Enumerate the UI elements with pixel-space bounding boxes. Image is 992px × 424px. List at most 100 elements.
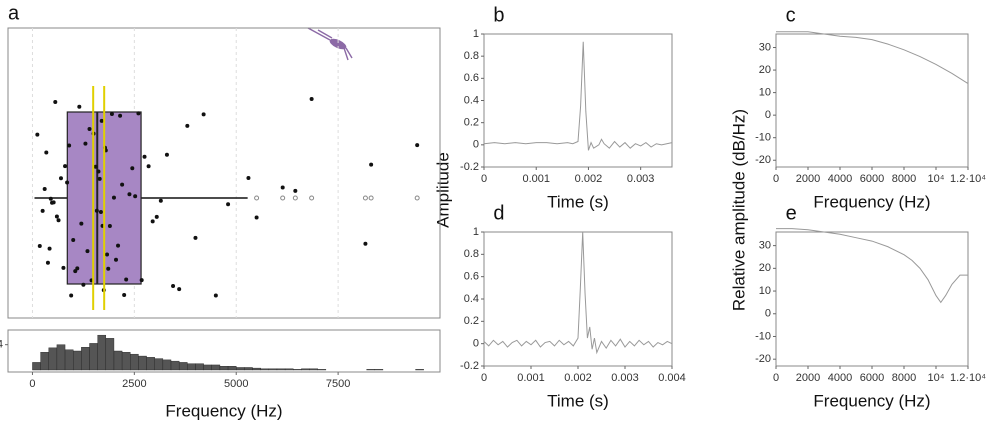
- point: [83, 141, 88, 146]
- x-tick-label: 2500: [122, 378, 146, 390]
- point: [40, 208, 45, 213]
- x-tick-label: 2000: [796, 173, 820, 185]
- panel-label: d: [493, 202, 504, 224]
- outlier: [368, 195, 374, 201]
- y-tick-label: 1: [473, 28, 479, 40]
- point: [246, 175, 251, 180]
- line: [483, 231, 673, 355]
- point: [99, 118, 104, 123]
- x-axis-label: Time (s): [547, 192, 609, 211]
- bar: [195, 363, 204, 371]
- point: [109, 111, 114, 116]
- plot-frame: [7, 329, 441, 373]
- x-tick-label: 4000: [828, 372, 852, 384]
- bar: [40, 352, 49, 371]
- point: [48, 196, 53, 201]
- point: [87, 126, 92, 131]
- point: [63, 164, 68, 169]
- plot-frame: [7, 27, 441, 319]
- point: [58, 176, 63, 181]
- point: [133, 194, 138, 199]
- point: [254, 215, 259, 220]
- point: [111, 195, 116, 200]
- y-tick-label: 0.6: [464, 271, 479, 283]
- bar: [284, 368, 294, 371]
- point: [142, 154, 147, 159]
- point: [118, 113, 123, 118]
- bar: [252, 367, 261, 371]
- point: [71, 237, 76, 242]
- bar: [130, 353, 139, 371]
- point: [146, 164, 151, 169]
- point: [42, 186, 47, 191]
- x-tick-label: 0.002: [575, 173, 603, 185]
- point: [114, 257, 118, 262]
- outlier: [292, 195, 298, 201]
- point: [79, 221, 84, 226]
- point: [136, 111, 141, 116]
- outlier: [280, 195, 286, 201]
- bar: [64, 349, 74, 371]
- point: [96, 169, 101, 174]
- y-tick-label: 10: [759, 87, 771, 99]
- point: [93, 164, 98, 169]
- bar: [162, 359, 172, 371]
- bar: [138, 355, 147, 371]
- bar: [236, 367, 245, 371]
- point: [47, 246, 52, 251]
- bar: [187, 363, 196, 371]
- point: [309, 96, 314, 101]
- y-tick-label: 0: [473, 139, 479, 151]
- point: [106, 266, 111, 271]
- y-tick-label: 0.2: [464, 117, 479, 129]
- y-tick-label: 0.4: [464, 293, 479, 305]
- point: [369, 162, 374, 167]
- point: [154, 214, 159, 219]
- y-tick-label: 4e-04: [0, 339, 3, 351]
- y-tick-label: 0.2: [464, 315, 479, 327]
- point: [116, 243, 121, 248]
- y-tick-label: 0: [473, 338, 479, 350]
- y-tick-label: 0.8: [464, 248, 479, 260]
- point: [85, 249, 90, 254]
- bar: [317, 369, 327, 371]
- y-tick-label: -20: [755, 353, 771, 365]
- point: [75, 266, 80, 271]
- y-tick-label: 0.6: [464, 72, 479, 84]
- bar: [203, 364, 212, 371]
- bar: [113, 350, 123, 371]
- bar: [366, 369, 375, 371]
- plot-frame: [483, 33, 673, 168]
- x-tick-label: 8000: [892, 372, 916, 384]
- point: [201, 112, 206, 117]
- bar: [211, 364, 221, 371]
- x-tick-label: 1.2·10⁴: [950, 173, 986, 185]
- point: [77, 104, 82, 109]
- x-tick-label: 10⁴: [928, 173, 945, 185]
- point: [44, 150, 49, 155]
- point: [293, 188, 298, 193]
- point: [56, 218, 61, 223]
- plot-frame: [483, 231, 673, 367]
- bar: [268, 368, 278, 371]
- x-tick-label: 0.001: [517, 372, 545, 384]
- point: [120, 182, 125, 187]
- y-tick-label: 30: [759, 240, 771, 252]
- point: [193, 235, 198, 240]
- x-tick-label: 0.003: [627, 173, 655, 185]
- point: [280, 185, 285, 190]
- bar: [170, 360, 180, 371]
- point: [67, 143, 72, 148]
- point: [226, 202, 231, 207]
- outlier: [414, 195, 420, 201]
- y-axis-label: Amplitude: [433, 152, 452, 228]
- bar: [244, 367, 253, 371]
- panel-label: b: [493, 4, 504, 26]
- x-tick-label: 1.2·10⁴: [950, 372, 986, 384]
- y-tick-label: -10: [755, 132, 771, 144]
- point: [73, 269, 78, 274]
- x-tick-label: 0: [481, 173, 487, 185]
- point: [35, 132, 40, 137]
- bar: [32, 362, 41, 371]
- point: [105, 252, 110, 257]
